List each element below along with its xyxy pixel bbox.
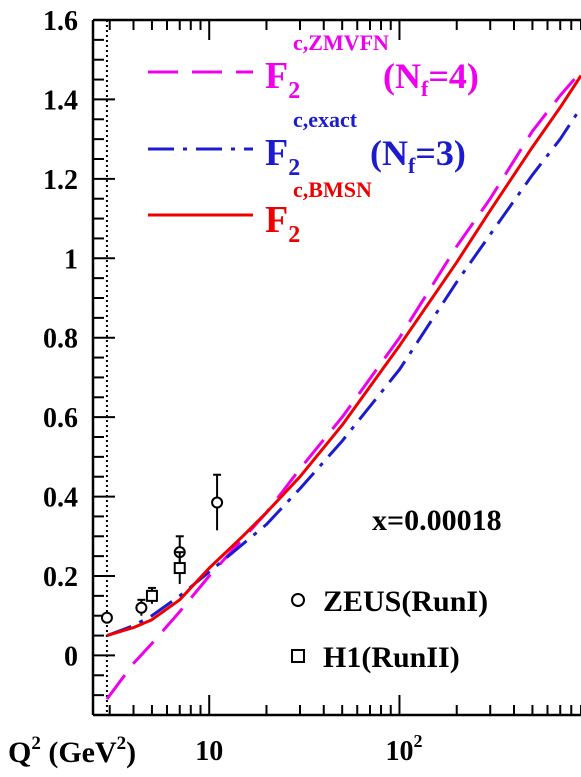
y-tick-label: 1.6 bbox=[43, 6, 78, 37]
series-line-exact bbox=[106, 106, 581, 638]
zeus-data-point bbox=[211, 496, 224, 509]
legend-label-zmvfn: F2c,ZMVFN (Nf=4) bbox=[265, 30, 479, 104]
h1-legend-marker bbox=[291, 649, 305, 663]
axis-ticks bbox=[93, 19, 581, 715]
y-tick-label: 0.2 bbox=[43, 562, 78, 593]
y-tick-label: 0.6 bbox=[43, 403, 78, 434]
y-tick-label: 0.8 bbox=[43, 324, 78, 355]
annotation-x-value: x=0.00018 bbox=[372, 504, 502, 537]
data-legend: ZEUS(RunI) H1(RunII) bbox=[291, 585, 488, 674]
zeus-data-point bbox=[135, 601, 148, 614]
legend: F2c,ZMVFN (Nf=4) F2c,exact(Nf=3) F2c,BMSN bbox=[148, 30, 479, 248]
h1-data-point bbox=[173, 562, 186, 575]
legend-label-bmsn: F2c,BMSN bbox=[265, 177, 372, 248]
data-points-layer bbox=[100, 473, 224, 624]
zeus-legend-label: ZEUS(RunI) bbox=[323, 585, 488, 618]
h1-data-point bbox=[145, 589, 158, 602]
plot-frame bbox=[91, 18, 581, 717]
y-tick-labels: 0 0.2 0.4 0.6 0.8 1 1.2 1.4 1.6 bbox=[43, 6, 78, 672]
y-tick-label: 1.2 bbox=[43, 165, 78, 196]
series-line-bmsn bbox=[106, 74, 581, 638]
y-tick-label: 1 bbox=[64, 244, 78, 275]
x-axis-label: Q2 (GeV2) bbox=[8, 733, 136, 769]
x-tick-label: 10 bbox=[195, 736, 223, 767]
zeus-legend-marker bbox=[291, 593, 305, 607]
y-tick-label: 0 bbox=[64, 641, 78, 672]
y-tick-label: 0.4 bbox=[43, 483, 78, 514]
h1-legend-label: H1(RunII) bbox=[323, 641, 460, 674]
x-tick-label: 102 bbox=[385, 731, 422, 767]
x-tick-labels: 10 102 bbox=[195, 731, 422, 767]
series-layer bbox=[105, 70, 581, 700]
legend-label-exact: F2c,exact(Nf=3) bbox=[265, 107, 466, 181]
zeus-data-point bbox=[100, 611, 113, 624]
y-tick-label: 1.4 bbox=[43, 85, 78, 116]
series-line-zmvfn bbox=[105, 70, 581, 700]
